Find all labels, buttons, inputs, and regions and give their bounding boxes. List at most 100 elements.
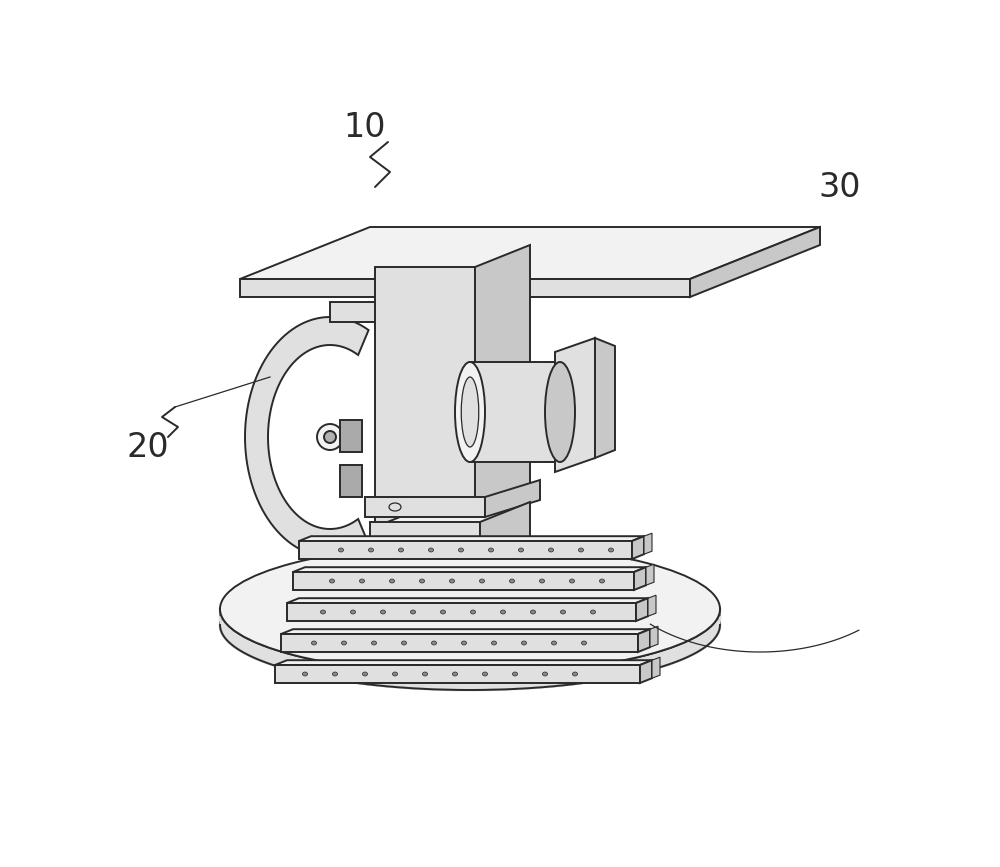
Ellipse shape	[441, 610, 446, 614]
Polygon shape	[370, 567, 530, 587]
Polygon shape	[485, 480, 540, 517]
Polygon shape	[634, 567, 646, 590]
Ellipse shape	[455, 362, 485, 462]
Ellipse shape	[393, 672, 398, 676]
Polygon shape	[652, 657, 660, 678]
Ellipse shape	[461, 377, 479, 447]
Ellipse shape	[542, 672, 548, 676]
Text: 20: 20	[127, 431, 169, 464]
Ellipse shape	[429, 548, 434, 552]
Ellipse shape	[220, 560, 720, 690]
Polygon shape	[287, 603, 636, 621]
Ellipse shape	[548, 548, 554, 552]
Ellipse shape	[398, 548, 404, 552]
Polygon shape	[293, 567, 646, 572]
Polygon shape	[281, 634, 638, 652]
Polygon shape	[299, 541, 632, 559]
Ellipse shape	[590, 610, 596, 614]
Ellipse shape	[572, 672, 578, 676]
Polygon shape	[636, 598, 648, 621]
Ellipse shape	[489, 548, 494, 552]
Ellipse shape	[324, 431, 336, 443]
Polygon shape	[293, 572, 634, 590]
Ellipse shape	[545, 362, 575, 462]
Polygon shape	[650, 626, 658, 647]
Polygon shape	[475, 245, 530, 527]
Polygon shape	[644, 533, 652, 554]
Ellipse shape	[317, 424, 343, 450]
Ellipse shape	[432, 641, 437, 645]
Polygon shape	[365, 497, 485, 517]
Ellipse shape	[608, 548, 614, 552]
Ellipse shape	[339, 548, 344, 552]
Polygon shape	[275, 660, 652, 665]
Ellipse shape	[483, 672, 488, 676]
Ellipse shape	[512, 672, 518, 676]
Ellipse shape	[351, 610, 356, 614]
Polygon shape	[287, 598, 648, 603]
Ellipse shape	[402, 641, 407, 645]
Ellipse shape	[600, 579, 604, 583]
Ellipse shape	[363, 672, 368, 676]
Polygon shape	[375, 267, 475, 527]
Ellipse shape	[578, 548, 584, 552]
Ellipse shape	[330, 579, 335, 583]
Ellipse shape	[303, 672, 308, 676]
Ellipse shape	[372, 641, 377, 645]
Ellipse shape	[501, 610, 506, 614]
Ellipse shape	[381, 610, 386, 614]
Ellipse shape	[411, 610, 416, 614]
Ellipse shape	[522, 641, 526, 645]
Polygon shape	[281, 629, 650, 634]
Ellipse shape	[480, 579, 485, 583]
Ellipse shape	[492, 641, 497, 645]
Text: 30: 30	[819, 171, 861, 204]
Polygon shape	[632, 536, 644, 559]
Ellipse shape	[368, 548, 374, 552]
Ellipse shape	[423, 672, 428, 676]
Polygon shape	[470, 362, 560, 462]
Ellipse shape	[518, 548, 524, 552]
Polygon shape	[330, 552, 380, 572]
Ellipse shape	[459, 548, 464, 552]
Polygon shape	[330, 302, 380, 322]
Ellipse shape	[471, 610, 476, 614]
Polygon shape	[370, 522, 480, 587]
Ellipse shape	[312, 641, 317, 645]
Ellipse shape	[540, 579, 544, 583]
Polygon shape	[648, 596, 656, 616]
Polygon shape	[245, 317, 369, 557]
Polygon shape	[480, 502, 530, 587]
Polygon shape	[240, 279, 690, 297]
Polygon shape	[690, 227, 820, 297]
Ellipse shape	[570, 579, 574, 583]
Polygon shape	[595, 338, 615, 458]
Ellipse shape	[360, 579, 365, 583]
Polygon shape	[240, 227, 820, 279]
Polygon shape	[640, 660, 652, 683]
Ellipse shape	[462, 641, 467, 645]
Ellipse shape	[582, 641, 586, 645]
Ellipse shape	[333, 672, 338, 676]
Ellipse shape	[220, 544, 720, 674]
Ellipse shape	[510, 579, 514, 583]
Ellipse shape	[390, 579, 395, 583]
Polygon shape	[638, 629, 650, 652]
Ellipse shape	[420, 579, 425, 583]
Ellipse shape	[450, 579, 455, 583]
Polygon shape	[340, 420, 362, 452]
Polygon shape	[646, 564, 654, 585]
Polygon shape	[299, 536, 644, 541]
Ellipse shape	[530, 610, 536, 614]
Ellipse shape	[560, 610, 566, 614]
Ellipse shape	[342, 641, 347, 645]
Ellipse shape	[552, 641, 556, 645]
Ellipse shape	[321, 610, 326, 614]
Text: 10: 10	[344, 110, 386, 144]
Ellipse shape	[389, 503, 401, 511]
Polygon shape	[375, 505, 530, 527]
Polygon shape	[275, 665, 640, 683]
Polygon shape	[555, 338, 595, 472]
Polygon shape	[340, 465, 362, 497]
Ellipse shape	[453, 672, 458, 676]
